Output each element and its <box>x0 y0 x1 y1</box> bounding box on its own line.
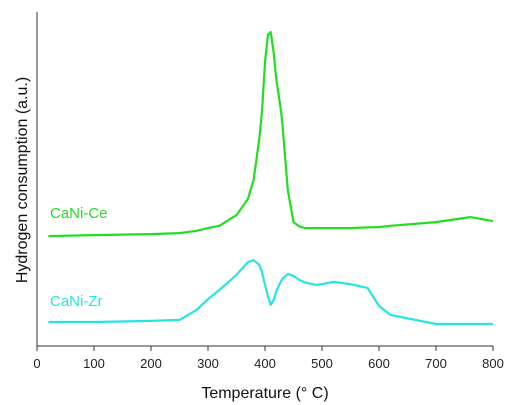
x-tick-label: 200 <box>140 356 162 371</box>
x-tick-label: 800 <box>482 356 504 371</box>
series-line <box>48 259 493 326</box>
series-label: CaNi-Ce <box>50 205 108 222</box>
series-line <box>48 30 494 238</box>
x-tick-label: 700 <box>425 356 447 371</box>
x-tick-label: 300 <box>197 356 219 371</box>
series-label: CaNi-Zr <box>50 293 103 310</box>
x-axis-label: Temperature (° C) <box>201 385 328 402</box>
x-tick-label: 500 <box>311 356 333 371</box>
x-tick-label: 600 <box>368 356 390 371</box>
y-axis-label: Hydrogen consumption (a.u.) <box>14 77 31 283</box>
x-tick-label: 100 <box>83 356 105 371</box>
x-tick-label: 0 <box>33 356 40 371</box>
x-tick-label: 400 <box>254 356 276 371</box>
